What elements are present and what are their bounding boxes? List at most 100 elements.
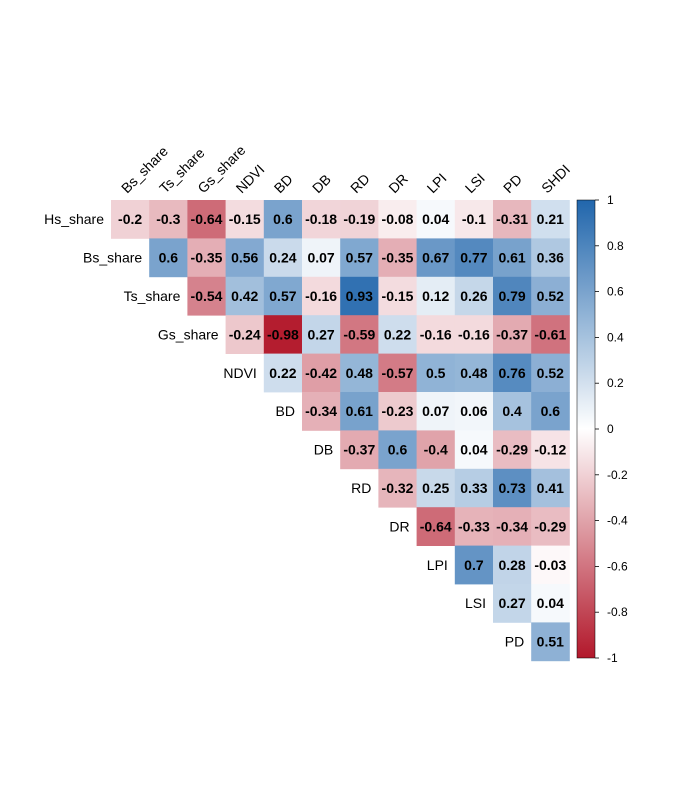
column-label: RD — [347, 170, 373, 196]
cell-value-label: -0.29 — [496, 442, 528, 458]
heatmap-cell — [149, 238, 188, 278]
heatmap-cell — [340, 315, 379, 354]
cell-value-label: -0.15 — [382, 288, 414, 304]
cell-value-label: 0.4 — [502, 403, 522, 419]
heatmap-cell — [416, 353, 456, 393]
cell-value-label: -0.35 — [191, 250, 223, 266]
cell-value-label: -0.19 — [343, 211, 375, 227]
row-label: Gs_share — [158, 326, 219, 342]
row-label: Hs_share — [44, 211, 104, 227]
colorbar-tick-label: -0.2 — [607, 468, 628, 482]
cell-value-label: 0.79 — [498, 288, 525, 304]
cell-value-label: 0.12 — [422, 288, 449, 304]
colorbar-tick-label: 0.2 — [607, 376, 624, 390]
heatmap-cell — [531, 622, 570, 662]
cell-value-label: 0.5 — [426, 365, 446, 381]
cell-value-label: -0.4 — [424, 442, 448, 458]
cell-value-label: 0.26 — [460, 288, 487, 304]
heatmap-cell — [378, 238, 417, 278]
cell-value-label: 0.04 — [460, 442, 487, 458]
cell-value-label: 0.6 — [273, 211, 293, 227]
heatmap-cell — [531, 276, 570, 316]
column-label: LSI — [462, 170, 488, 196]
heatmap-cell — [454, 430, 494, 470]
heatmap-cell — [378, 392, 417, 431]
cell-value-label: -0.2 — [118, 211, 142, 227]
heatmap-cell — [531, 468, 570, 508]
heatmap-cell — [531, 315, 570, 354]
cell-value-label: -0.29 — [534, 518, 566, 534]
heatmap-cell — [416, 315, 456, 354]
row-label: BD — [276, 403, 295, 419]
cell-value-label: 0.93 — [346, 288, 373, 304]
heatmap-cell — [493, 200, 532, 239]
cell-value-label: 0.77 — [460, 250, 487, 266]
heatmap-cell — [378, 315, 417, 354]
cell-value-label: -0.3 — [156, 211, 180, 227]
heatmap-cell — [454, 200, 494, 239]
heatmap-cell — [263, 276, 303, 316]
heatmap-cell — [302, 200, 341, 239]
heatmap-cell — [493, 507, 532, 546]
heatmap-cell — [416, 392, 456, 431]
heatmap-cell — [225, 315, 265, 354]
cell-value-label: -0.37 — [496, 326, 528, 342]
cell-value-label: 0.56 — [231, 250, 258, 266]
cell-value-label: -0.37 — [343, 442, 375, 458]
cell-value-label: -0.31 — [496, 211, 528, 227]
colorbar: 1 0.8 0.6 0.4 0.2 0 -0.2 -0.4 -0.6 -0.8 -1 — [576, 193, 628, 665]
heatmap-cell — [302, 353, 341, 393]
heatmap-cell — [263, 315, 303, 354]
cell-value-label: 0.36 — [537, 250, 564, 266]
cell-value-label: 0.41 — [537, 480, 564, 496]
heatmap-cell — [454, 392, 494, 431]
cell-value-label: 0.25 — [422, 480, 449, 496]
cell-value-label: -0.23 — [382, 403, 414, 419]
cell-value-label: -0.16 — [458, 326, 490, 342]
cell-value-label: 0.6 — [159, 250, 179, 266]
column-label: DB — [309, 171, 334, 196]
cell-value-label: 0.06 — [460, 403, 487, 419]
cell-value-label: 0.61 — [498, 250, 525, 266]
heatmap-cell — [302, 276, 341, 316]
heatmap-cell — [378, 276, 417, 316]
heatmap-cell — [340, 276, 379, 316]
colorbar-tick-label: 0 — [607, 422, 614, 436]
cell-value-label: 0.22 — [384, 326, 411, 342]
column-label: DR — [385, 170, 411, 196]
cell-values: -0.2 -0.3 -0.64 -0.15 0.6 -0.18 -0.19 -0.08 0.04… — [118, 211, 566, 649]
heatmap-cell — [416, 200, 456, 239]
cell-value-label: 0.52 — [537, 288, 564, 304]
cell-value-label: -0.12 — [534, 442, 566, 458]
heatmap-cell — [531, 507, 570, 546]
heatmap-cell — [416, 238, 456, 278]
cell-value-label: -0.33 — [458, 518, 490, 534]
cell-value-label: 0.61 — [346, 403, 373, 419]
heatmap-cell — [531, 200, 570, 239]
heatmap-cell — [302, 238, 341, 278]
row-label: PD — [505, 634, 524, 650]
cell-value-label: 0.51 — [537, 634, 564, 650]
cell-value-label: -0.57 — [382, 365, 414, 381]
heatmap-cell — [493, 353, 532, 393]
cell-value-label: 0.67 — [422, 250, 449, 266]
cell-value-label: 0.33 — [460, 480, 487, 496]
colorbar-tick-label: -0.6 — [607, 559, 628, 573]
heatmap-cell — [340, 238, 379, 278]
cell-value-label: -0.15 — [229, 211, 261, 227]
cell-value-label: -0.64 — [191, 211, 223, 227]
heatmap-cell — [225, 276, 265, 316]
heatmap-cell — [302, 392, 341, 431]
heatmap-cell — [493, 276, 532, 316]
heatmap-cell — [454, 315, 494, 354]
colorbar-tick-label: 0.4 — [607, 330, 624, 344]
heatmap-cell — [187, 238, 226, 278]
row-label: RD — [351, 480, 371, 496]
colorbar-tick-label: -1 — [607, 651, 618, 665]
heatmap-cell — [302, 315, 341, 354]
heatmap-cell — [225, 200, 265, 239]
heatmap-cells — [111, 200, 570, 662]
cell-value-label: -0.32 — [382, 480, 414, 496]
heatmap-cell — [454, 276, 494, 316]
